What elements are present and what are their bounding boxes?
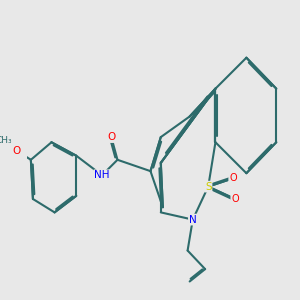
- Text: O: O: [231, 194, 239, 204]
- Text: O: O: [229, 173, 237, 183]
- Text: NH: NH: [94, 170, 110, 180]
- Text: O: O: [107, 132, 116, 142]
- Text: S: S: [205, 182, 211, 192]
- Text: N: N: [189, 214, 196, 225]
- Text: CH₃: CH₃: [0, 136, 12, 145]
- Text: O: O: [12, 146, 21, 155]
